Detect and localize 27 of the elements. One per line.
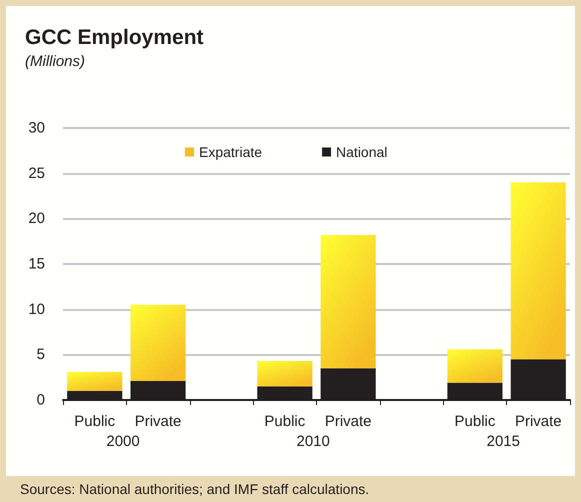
y-tick-label: 10 xyxy=(28,300,45,318)
legend-label: National xyxy=(336,144,388,160)
bar xyxy=(447,349,503,383)
x-tick-label: Private xyxy=(324,413,372,430)
text: 2010 xyxy=(296,433,330,450)
chart-subtitle: (Millions) xyxy=(25,53,86,70)
x-tick-label: Private xyxy=(514,413,562,430)
bar xyxy=(257,361,312,386)
chart-title: GCC Employment xyxy=(25,26,204,49)
x-tick-label: Public xyxy=(264,413,306,430)
x-tick-label: Private xyxy=(134,413,182,430)
y-tick-label: 5 xyxy=(36,346,45,364)
text: 2000 xyxy=(106,433,140,450)
x-tick-label: Public xyxy=(74,413,116,430)
bar xyxy=(130,304,186,381)
bar xyxy=(510,182,566,360)
y-tick-label: 25 xyxy=(28,164,45,182)
x-tick-label: Public xyxy=(454,413,496,430)
bar xyxy=(320,234,376,368)
text: 2015 xyxy=(486,433,520,450)
source-note: Sources: National authorities; and IMF staff calculations. xyxy=(20,481,370,497)
y-tick-label: 15 xyxy=(28,256,45,272)
y-tick-label: 0 xyxy=(36,392,45,408)
bar xyxy=(67,372,122,391)
y-tick-label: 20 xyxy=(28,210,45,228)
legend-label: Expatriate xyxy=(199,144,262,160)
y-tick-label: 30 xyxy=(28,120,45,136)
